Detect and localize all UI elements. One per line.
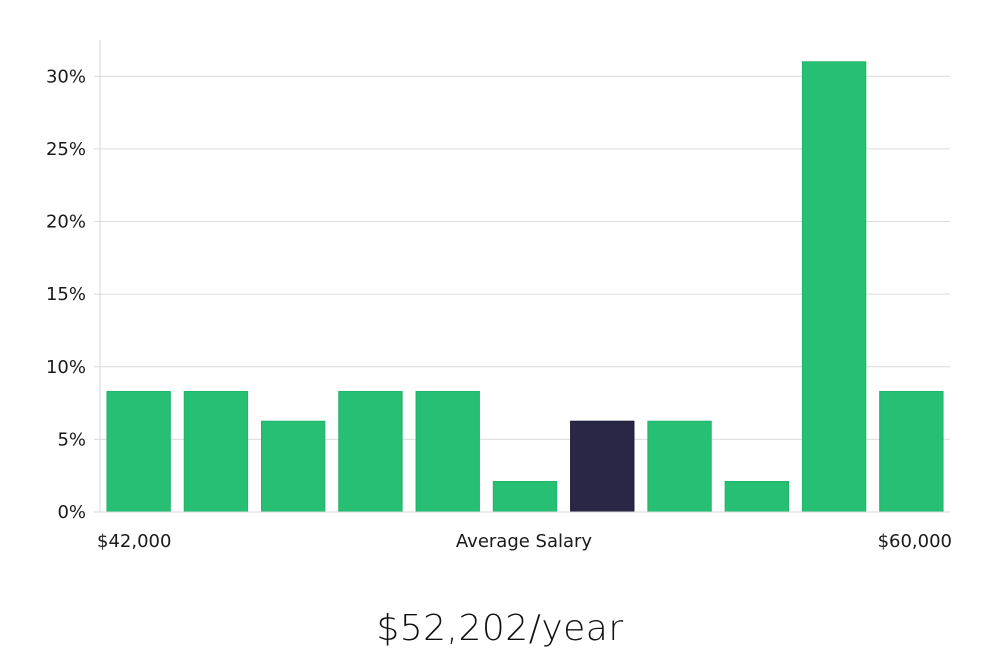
bars: [106, 61, 944, 513]
y-tick-label: 20%: [46, 212, 86, 233]
x-axis-label: Average Salary: [456, 531, 593, 552]
y-tick-label: 30%: [46, 66, 86, 87]
bar: [492, 481, 558, 513]
bar-highlighted: [570, 420, 635, 513]
x-min-label: $42,000: [97, 531, 171, 552]
average-salary: $52,202/year: [376, 608, 624, 649]
y-tick-label: 10%: [46, 357, 86, 378]
axes: [99, 40, 950, 513]
bar: [647, 420, 712, 513]
y-tick-label: 0%: [57, 502, 86, 523]
salary-histogram: 0% 5% 10% 15% 20% 25% 30% $42,000 Average Sala…: [46, 40, 952, 552]
bar: [106, 390, 171, 513]
y-tick-label: 15%: [46, 284, 86, 305]
bar: [801, 61, 867, 513]
bar: [338, 390, 403, 513]
bar: [415, 390, 480, 513]
y-tick-label: 25%: [46, 139, 86, 160]
bar: [261, 420, 326, 513]
y-tick-labels: 0% 5% 10% 15% 20% 25% 30%: [46, 66, 86, 523]
bar: [183, 390, 249, 513]
y-tick-label: 5%: [57, 429, 86, 450]
bar: [724, 481, 790, 513]
bar: [879, 390, 944, 513]
x-max-label: $60,000: [878, 531, 952, 552]
